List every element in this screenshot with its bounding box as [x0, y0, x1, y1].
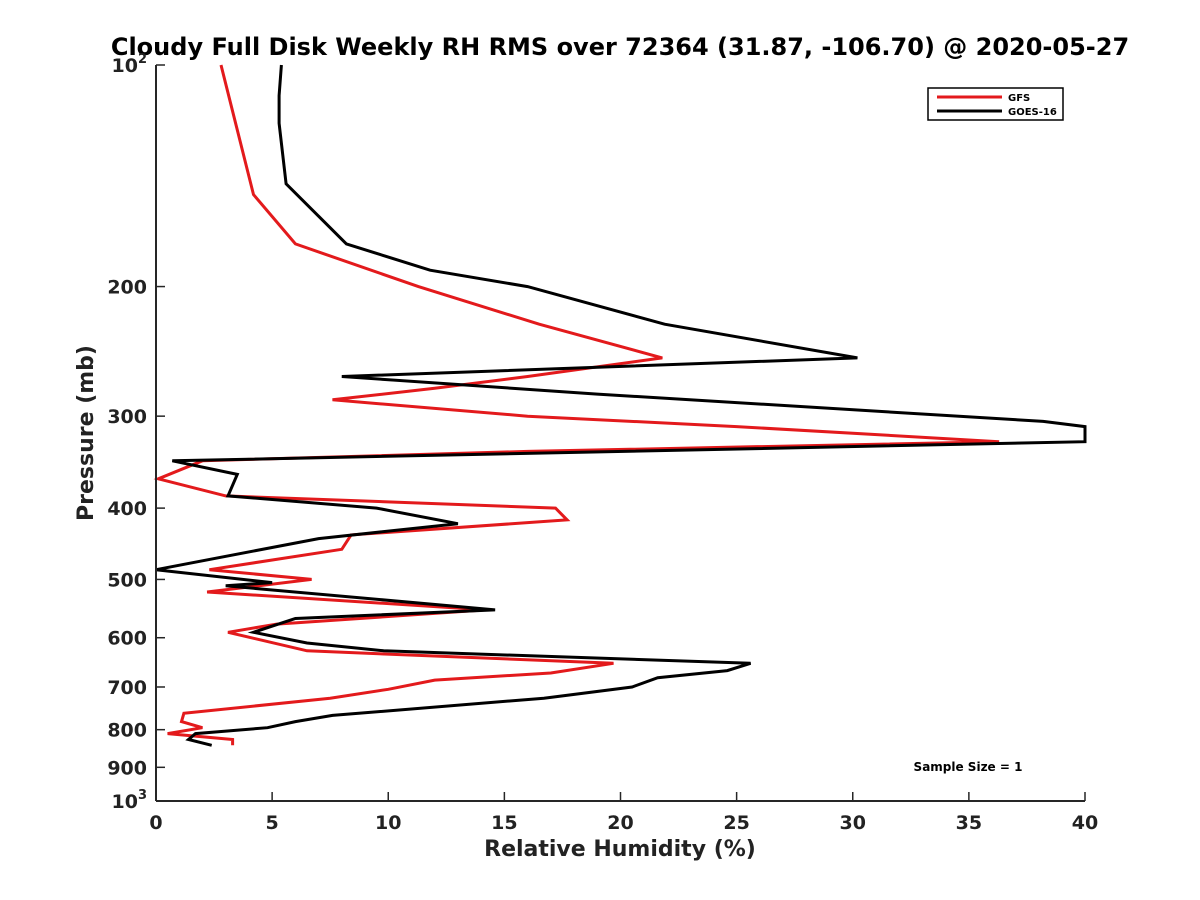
x-tick-label: 35 — [956, 812, 982, 834]
x-tick-label: 0 — [149, 812, 162, 834]
x-tick-label: 10 — [375, 812, 401, 834]
y-ticks: 102 200 300 400 500 600 700 800 900 103 — [107, 52, 165, 813]
x-tick-label: 40 — [1072, 812, 1098, 834]
y-tick-label: 700 — [107, 677, 147, 699]
y-tick-label: 200 — [107, 277, 147, 299]
legend: GFS GOES-16 — [927, 87, 1064, 121]
y-tick-label: 600 — [107, 628, 147, 650]
legend-label-gfs: GFS — [1008, 93, 1030, 104]
series-line-gfs — [153, 64, 1000, 746]
y-tick-label: 102 — [112, 52, 148, 77]
legend-box — [927, 87, 1064, 121]
chart-title: Cloudy Full Disk Weekly RH RMS over 7236… — [111, 33, 1129, 61]
y-tick-label: 103 — [112, 788, 148, 813]
y-tick-label: 400 — [107, 498, 147, 520]
x-ticks: 0 5 10 15 20 25 30 35 40 — [149, 792, 1098, 834]
y-tick-label: 900 — [107, 757, 147, 779]
y-tick-label: 800 — [107, 720, 147, 742]
x-tick-label: 20 — [607, 812, 633, 834]
x-tick-label: 15 — [491, 812, 517, 834]
x-tick-label: 25 — [723, 812, 749, 834]
x-axis-label: Relative Humidity (%) — [484, 837, 756, 862]
legend-label-goes-16: GOES-16 — [1008, 107, 1057, 118]
x-tick-label: 30 — [840, 812, 866, 834]
x-tick-label: 5 — [266, 812, 279, 834]
y-tick-label: 500 — [107, 569, 147, 591]
series-layer — [153, 64, 1087, 747]
y-tick-label: 300 — [107, 406, 147, 428]
sample-size-annotation: Sample Size = 1 — [914, 760, 1023, 774]
series-line-goes-16 — [155, 64, 1087, 747]
y-axis-label: Pressure (mb) — [74, 345, 99, 521]
